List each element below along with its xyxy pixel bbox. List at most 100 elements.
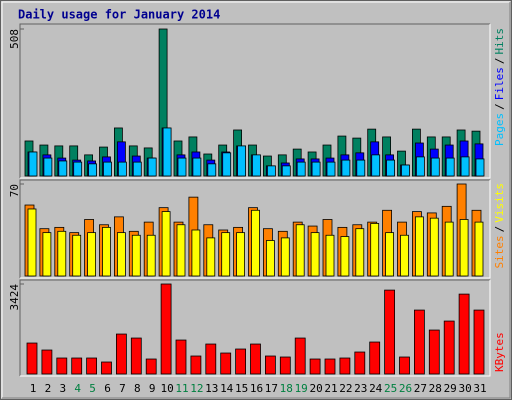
bar — [27, 208, 37, 277]
bar — [58, 160, 68, 177]
bar — [354, 351, 366, 375]
bar — [220, 352, 232, 375]
bar — [146, 234, 156, 277]
bar — [103, 161, 112, 177]
bar — [294, 337, 306, 375]
bar — [473, 309, 485, 375]
bar — [340, 236, 350, 277]
bar — [41, 349, 53, 375]
bar — [147, 157, 157, 177]
x-tick-label: 12 — [190, 382, 203, 395]
bar — [26, 342, 38, 375]
bar — [237, 145, 247, 177]
bar — [221, 232, 231, 277]
x-tick-label: 11 — [175, 382, 188, 395]
x-tick-label: 3 — [59, 382, 66, 395]
panel-edge — [19, 179, 490, 278]
x-tick-label: 13 — [205, 382, 218, 395]
panel-edge — [20, 180, 491, 279]
bar — [341, 159, 351, 177]
x-tick-label: 6 — [104, 382, 111, 395]
legend-entry: Sites — [493, 235, 506, 268]
bar — [86, 357, 97, 375]
bar — [205, 343, 217, 375]
bar — [190, 355, 202, 375]
panel-edge — [20, 24, 491, 179]
bar — [57, 230, 67, 277]
y-tick-label: 70 — [8, 184, 21, 197]
x-tick-label: 2 — [45, 382, 52, 395]
bar — [177, 157, 187, 177]
bar — [295, 224, 305, 277]
bar — [42, 232, 52, 277]
x-tick-label: 24 — [369, 382, 383, 395]
y-tick-label: 3424 — [8, 284, 21, 311]
bar — [311, 161, 321, 177]
bar — [266, 165, 276, 177]
bar — [326, 161, 336, 177]
bar — [371, 154, 381, 177]
legend-entry: Visits — [493, 183, 506, 223]
x-tick-label: 18 — [280, 382, 293, 395]
bar — [400, 234, 409, 277]
bar — [460, 156, 470, 177]
bar — [445, 157, 455, 177]
bar — [161, 211, 171, 277]
bar — [191, 229, 201, 277]
bar — [428, 329, 440, 375]
bar — [222, 152, 232, 177]
legend-separator: / — [493, 226, 506, 233]
x-tick-label: 25 — [384, 382, 397, 395]
bar — [415, 156, 425, 177]
bar — [250, 343, 261, 375]
bar — [458, 293, 470, 375]
bar — [117, 232, 126, 277]
bar — [384, 289, 396, 375]
bar — [356, 159, 366, 177]
bar — [369, 341, 381, 375]
x-tick-label: 31 — [473, 382, 486, 395]
bar — [175, 339, 187, 375]
legend: Pages / Files / Hits — [493, 28, 506, 146]
bar — [444, 221, 454, 277]
bar — [399, 356, 410, 375]
bar — [324, 358, 336, 375]
bar — [296, 161, 306, 177]
bar — [145, 358, 157, 375]
bar — [265, 240, 275, 277]
bar — [87, 232, 96, 277]
legend: KBytes — [493, 332, 506, 372]
bar — [72, 234, 82, 277]
x-tick-label: 14 — [220, 382, 234, 395]
x-tick-label: 28 — [429, 382, 442, 395]
bar — [459, 219, 469, 277]
bar — [475, 158, 485, 177]
bar — [130, 337, 142, 375]
x-tick-label: 7 — [119, 382, 126, 395]
x-tick-label: 21 — [324, 382, 337, 395]
bar — [132, 161, 142, 177]
x-tick-label: 27 — [414, 382, 427, 395]
bar — [401, 164, 410, 177]
y-tick-label: 508 — [8, 29, 21, 49]
x-tick-label: 23 — [354, 382, 367, 395]
bar — [118, 161, 127, 177]
bar — [430, 157, 440, 177]
chart-title: Daily usage for January 2014 — [18, 8, 220, 22]
bar — [443, 320, 455, 375]
bar — [28, 151, 38, 177]
bar — [385, 232, 395, 277]
x-tick-label: 16 — [250, 382, 263, 395]
x-tick-label: 19 — [295, 382, 308, 395]
bar — [162, 127, 172, 177]
x-tick-label: 9 — [149, 382, 156, 395]
panel-edge — [19, 23, 490, 178]
x-tick-label: 15 — [235, 382, 248, 395]
bar — [176, 224, 186, 277]
x-tick-label: 20 — [309, 382, 322, 395]
bar — [207, 163, 217, 177]
bar — [236, 232, 246, 277]
legend: Sites / Visits — [493, 183, 506, 269]
x-tick-label: 17 — [265, 382, 278, 395]
